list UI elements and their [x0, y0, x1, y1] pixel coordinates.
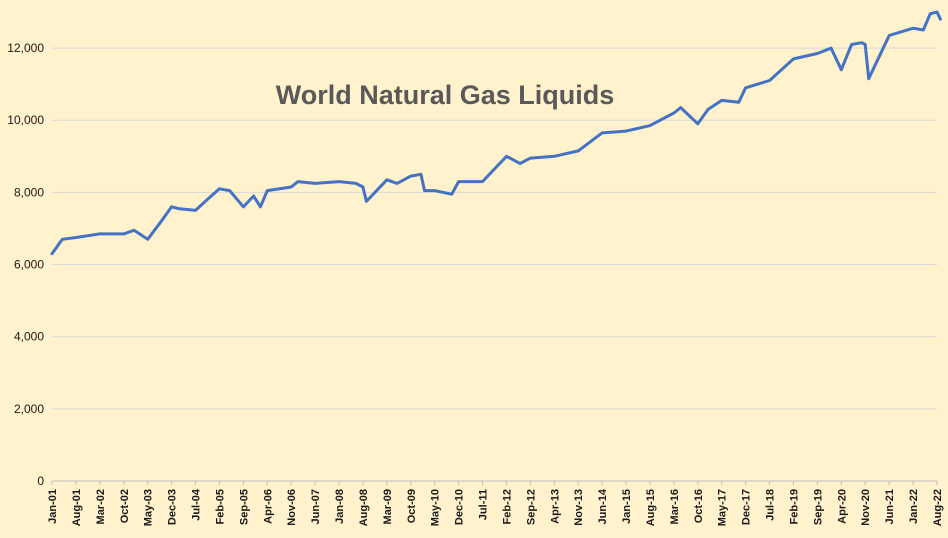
x-tick-label: Aug-08: [358, 489, 370, 526]
y-tick-label: 2,000: [14, 402, 44, 416]
x-tick-label: Oct-02: [119, 489, 131, 523]
x-tick-label: Jul-11: [478, 489, 490, 520]
x-tick-label: Jun-21: [884, 489, 896, 524]
y-axis: 0 2,000 4,000 6,000 8,000 10,000 12,000: [7, 41, 44, 488]
x-tick-label: Feb-05: [214, 489, 226, 524]
x-tick-label: Jun-14: [597, 488, 609, 524]
x-tick-label: Aug-15: [645, 489, 657, 526]
x-tick-label: Apr-20: [836, 489, 848, 524]
x-tick-label: Dec-17: [741, 489, 753, 525]
x-tick-label: Jan-08: [334, 489, 346, 524]
x-tick-label: Dec-03: [167, 489, 179, 525]
x-tick-label: Aug-22: [932, 489, 944, 526]
y-tick-label: 12,000: [7, 41, 44, 55]
x-tick-label: Jul-04: [191, 488, 203, 521]
x-tick-label: Aug-01: [71, 489, 83, 526]
y-tick-label: 0: [37, 474, 44, 488]
x-axis: Jan-01 Aug-01 Mar-02 Oct-02 May-03 Dec-03 Jul-…: [47, 481, 944, 526]
x-tick-label: Sep-12: [525, 489, 537, 525]
x-tick-label: Mar-09: [382, 489, 394, 524]
x-tick-label: Sep-05: [238, 489, 250, 525]
x-tick-label: Oct-09: [406, 489, 418, 523]
x-tick-label: Nov-13: [573, 489, 585, 526]
gridlines: [52, 47, 937, 482]
chart-title: World Natural Gas Liquids: [276, 80, 615, 110]
x-tick-label: Apr-06: [262, 489, 274, 524]
series-line-0: [50, 10, 942, 256]
x-tick-label: Mar-16: [669, 489, 681, 524]
x-tick-label: Jan-15: [621, 489, 633, 524]
x-tick-label: Dec-10: [454, 489, 466, 525]
y-tick-label: 10,000: [7, 113, 44, 127]
x-tick-label: Jun-07: [310, 489, 322, 524]
y-tick-label: 4,000: [14, 330, 44, 344]
x-tick-label: Jul-18: [765, 489, 777, 521]
x-tick-label: Feb-19: [788, 489, 800, 524]
x-tick-label: Sep-19: [812, 489, 824, 525]
x-tick-label: May-03: [143, 489, 155, 526]
x-tick-label: May-17: [717, 489, 729, 526]
x-tick-label: Nov-20: [860, 489, 872, 526]
x-tick-label: Jan-01: [47, 489, 59, 524]
series-group: [50, 10, 942, 256]
y-tick-label: 8,000: [14, 185, 44, 199]
x-tick-label: Nov-06: [286, 489, 298, 526]
x-tick-label: May-10: [430, 489, 442, 526]
x-tick-label: Apr-13: [549, 489, 561, 524]
y-tick-label: 6,000: [14, 258, 44, 272]
x-tick-label: Oct-16: [693, 489, 705, 523]
x-tick-label: Mar-02: [95, 489, 107, 524]
x-tick-label: Jan-22: [908, 489, 920, 524]
x-tick-label: Feb-12: [501, 489, 513, 524]
